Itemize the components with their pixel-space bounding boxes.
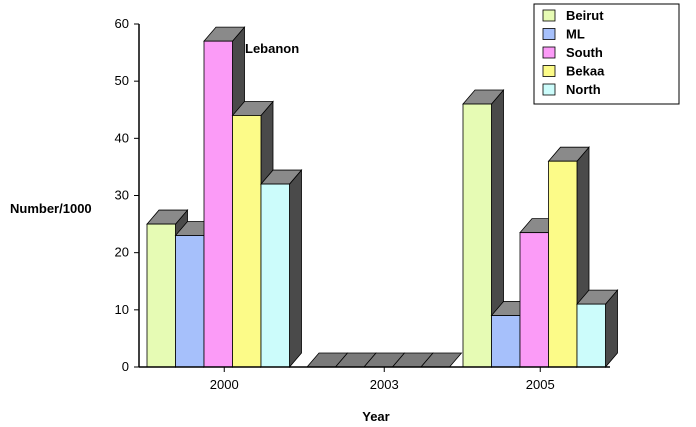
bar-side [289, 168, 302, 369]
y-tick-label: 10 [115, 302, 129, 317]
x-tick-label: 2000 [210, 377, 239, 392]
y-tick-label: 0 [122, 359, 129, 374]
bar-front [175, 235, 205, 368]
y-tick-label: 50 [115, 73, 129, 88]
x-ticks: 2000 2003 2005 [210, 367, 555, 392]
chart-annotation: Lebanon [245, 41, 299, 56]
legend-swatch [542, 9, 556, 22]
bar-front [203, 40, 233, 368]
bars-layer [146, 26, 619, 369]
legend-swatch [542, 65, 556, 77]
bar-front [462, 103, 492, 368]
y-tick-label: 30 [115, 188, 129, 203]
legend-box [533, 3, 680, 105]
legend: Beirut ML South Bekaa North [533, 3, 680, 105]
y-tick-label: 60 [115, 16, 129, 31]
legend-item-north: North [542, 82, 601, 97]
x-axis-label: Year [362, 409, 389, 424]
bar-north-2005 [576, 289, 619, 369]
bar-beirut-2005 [462, 88, 505, 369]
legend-label: Bekaa [566, 64, 605, 79]
y-tick-label: 40 [115, 130, 129, 145]
x-tick-label: 2005 [526, 377, 555, 392]
y-axis-label: Number/1000 [10, 201, 92, 216]
bar-front [491, 315, 521, 368]
x-tick-label: 2003 [370, 377, 399, 392]
legend-label: North [566, 82, 601, 97]
legend-item-south: South [542, 45, 603, 60]
y-ticks: 0 10 20 30 40 50 60 [115, 16, 139, 374]
legend-swatch [542, 83, 556, 96]
bar-front [232, 115, 262, 368]
legend-swatch [542, 46, 556, 59]
bar-front [260, 183, 290, 368]
legend-label: ML [566, 27, 585, 42]
legend-item-ml: ML [542, 27, 585, 42]
bar-front [146, 223, 176, 368]
bar-front [576, 303, 606, 368]
legend-label: South [566, 45, 603, 60]
bar-front [519, 232, 549, 368]
bar-north-2000 [260, 168, 303, 369]
y-tick-label: 20 [115, 245, 129, 260]
legend-item-bekaa: Bekaa [542, 64, 605, 79]
legend-swatch [542, 28, 556, 40]
bar-front [548, 160, 578, 368]
legend-label: Beirut [566, 8, 604, 23]
legend-item-beirut: Beirut [542, 8, 604, 23]
